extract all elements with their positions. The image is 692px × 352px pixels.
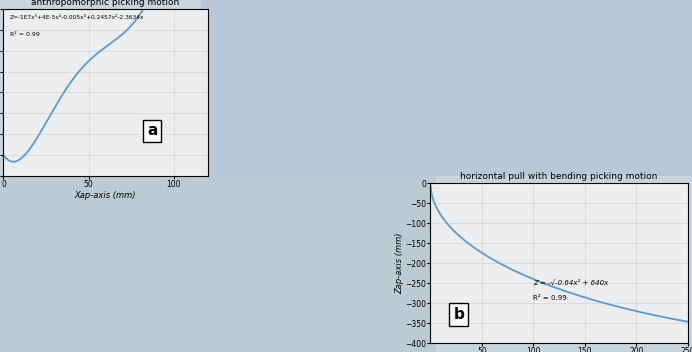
Title: anthropomorphic picking motion: anthropomorphic picking motion (31, 0, 180, 7)
Text: R² = 0.99: R² = 0.99 (10, 32, 39, 37)
Text: R² = 0.99: R² = 0.99 (534, 295, 567, 301)
Text: Z = -√-0.64x² + 640x: Z = -√-0.64x² + 640x (534, 279, 609, 285)
Title: horizontal pull with bending picking motion: horizontal pull with bending picking mot… (460, 172, 658, 181)
Y-axis label: Zap-axis (mm): Zap-axis (mm) (395, 232, 404, 294)
X-axis label: Xap-axis (mm): Xap-axis (mm) (75, 190, 136, 200)
Text: Xap-Zap plane: Xap-Zap plane (309, 219, 383, 274)
Text: a: a (147, 123, 158, 138)
Text: b: b (453, 307, 464, 322)
Text: Z=-1E7x⁵+4E-5x⁴-0.005x³+0.2457x²-2.3634x: Z=-1E7x⁵+4E-5x⁴-0.005x³+0.2457x²-2.3634x (10, 15, 144, 20)
